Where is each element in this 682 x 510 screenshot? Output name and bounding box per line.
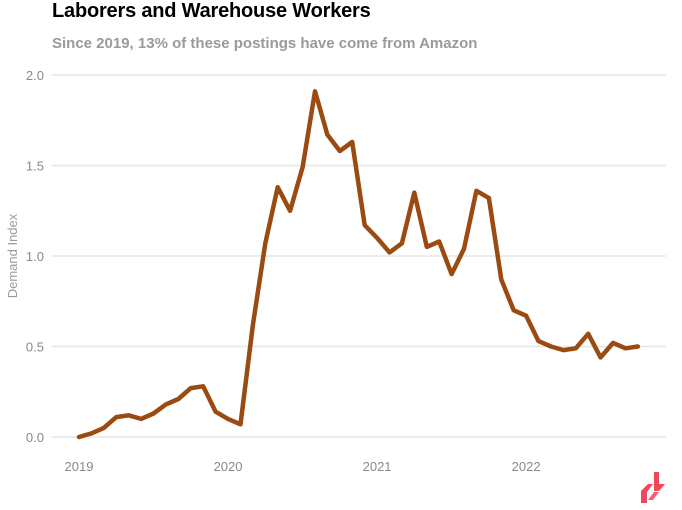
x-tick-label: 2019: [65, 459, 94, 474]
chart-subtitle: Since 2019, 13% of these postings have c…: [52, 35, 478, 52]
x-tick-label: 2020: [214, 459, 243, 474]
y-tick-label: 0.5: [26, 340, 44, 355]
x-axis-ticks: 2019 2020 2021 2022: [65, 459, 541, 474]
x-tick-label: 2021: [363, 459, 392, 474]
chart-title: Laborers and Warehouse Workers: [52, 0, 371, 22]
y-axis-label: Demand Index: [5, 213, 20, 298]
y-axis-ticks: 0.0 0.5 1.0 1.5 2.0: [26, 68, 44, 445]
y-tick-label: 2.0: [26, 68, 44, 83]
series-line: [76, 89, 641, 440]
y-tick-label: 1.0: [26, 249, 44, 264]
y-tick-label: 0.0: [26, 430, 44, 445]
series-layer: [76, 89, 641, 440]
x-tick-label: 2022: [512, 459, 541, 474]
y-tick-label: 1.5: [26, 159, 44, 174]
gridlines: [52, 74, 666, 438]
brand-logo-icon: [641, 472, 665, 503]
